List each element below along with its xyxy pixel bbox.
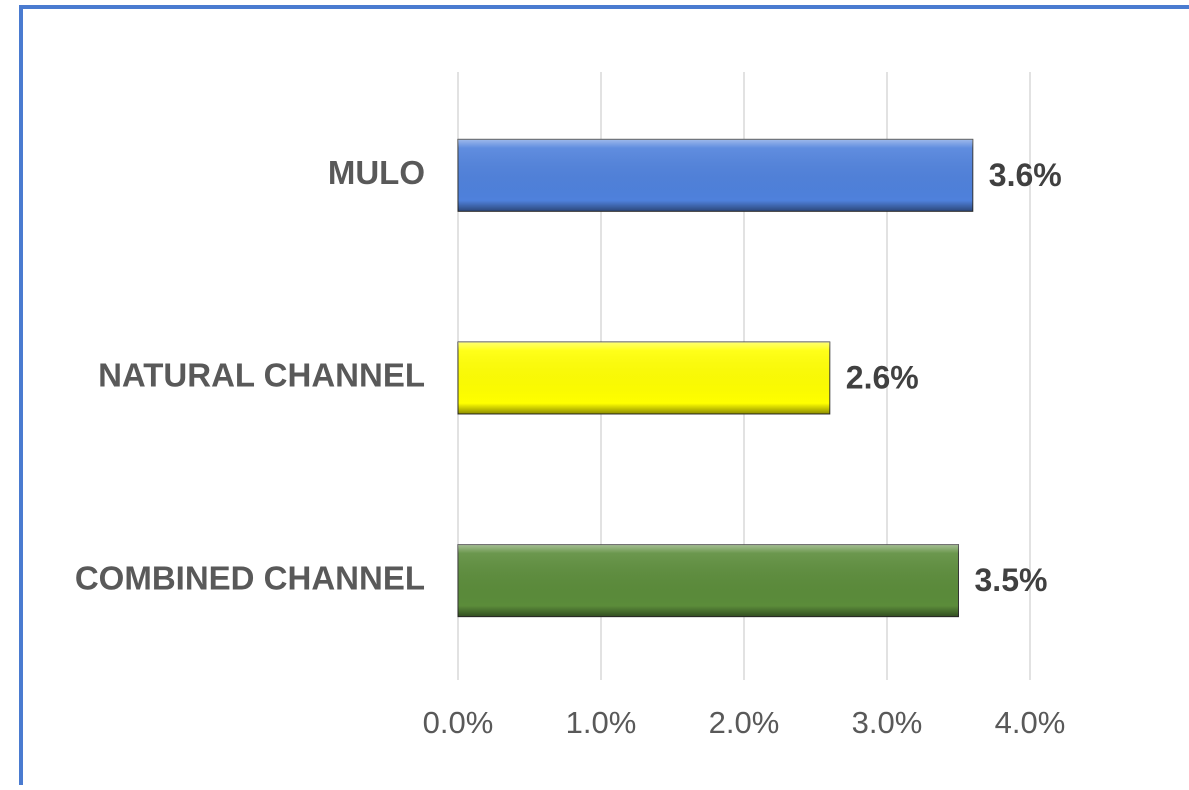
- bar: [457, 544, 959, 618]
- category-label: NATURAL CHANNEL: [98, 357, 425, 394]
- frame: [19, 5, 1189, 785]
- category-label: MULO: [328, 154, 425, 191]
- x-tick-label: 4.0%: [995, 705, 1066, 740]
- value-label: 2.6%: [846, 359, 919, 395]
- x-tick-label: 0.0%: [423, 705, 494, 740]
- bar: [457, 341, 831, 415]
- value-label: 3.5%: [975, 562, 1048, 598]
- bar: [457, 138, 974, 212]
- x-tick-label: 3.0%: [852, 705, 923, 740]
- value-label: 3.6%: [989, 157, 1062, 193]
- x-tick-label: 2.0%: [709, 705, 780, 740]
- category-label: COMBINED CHANNEL: [75, 559, 425, 596]
- x-tick-label: 1.0%: [566, 705, 637, 740]
